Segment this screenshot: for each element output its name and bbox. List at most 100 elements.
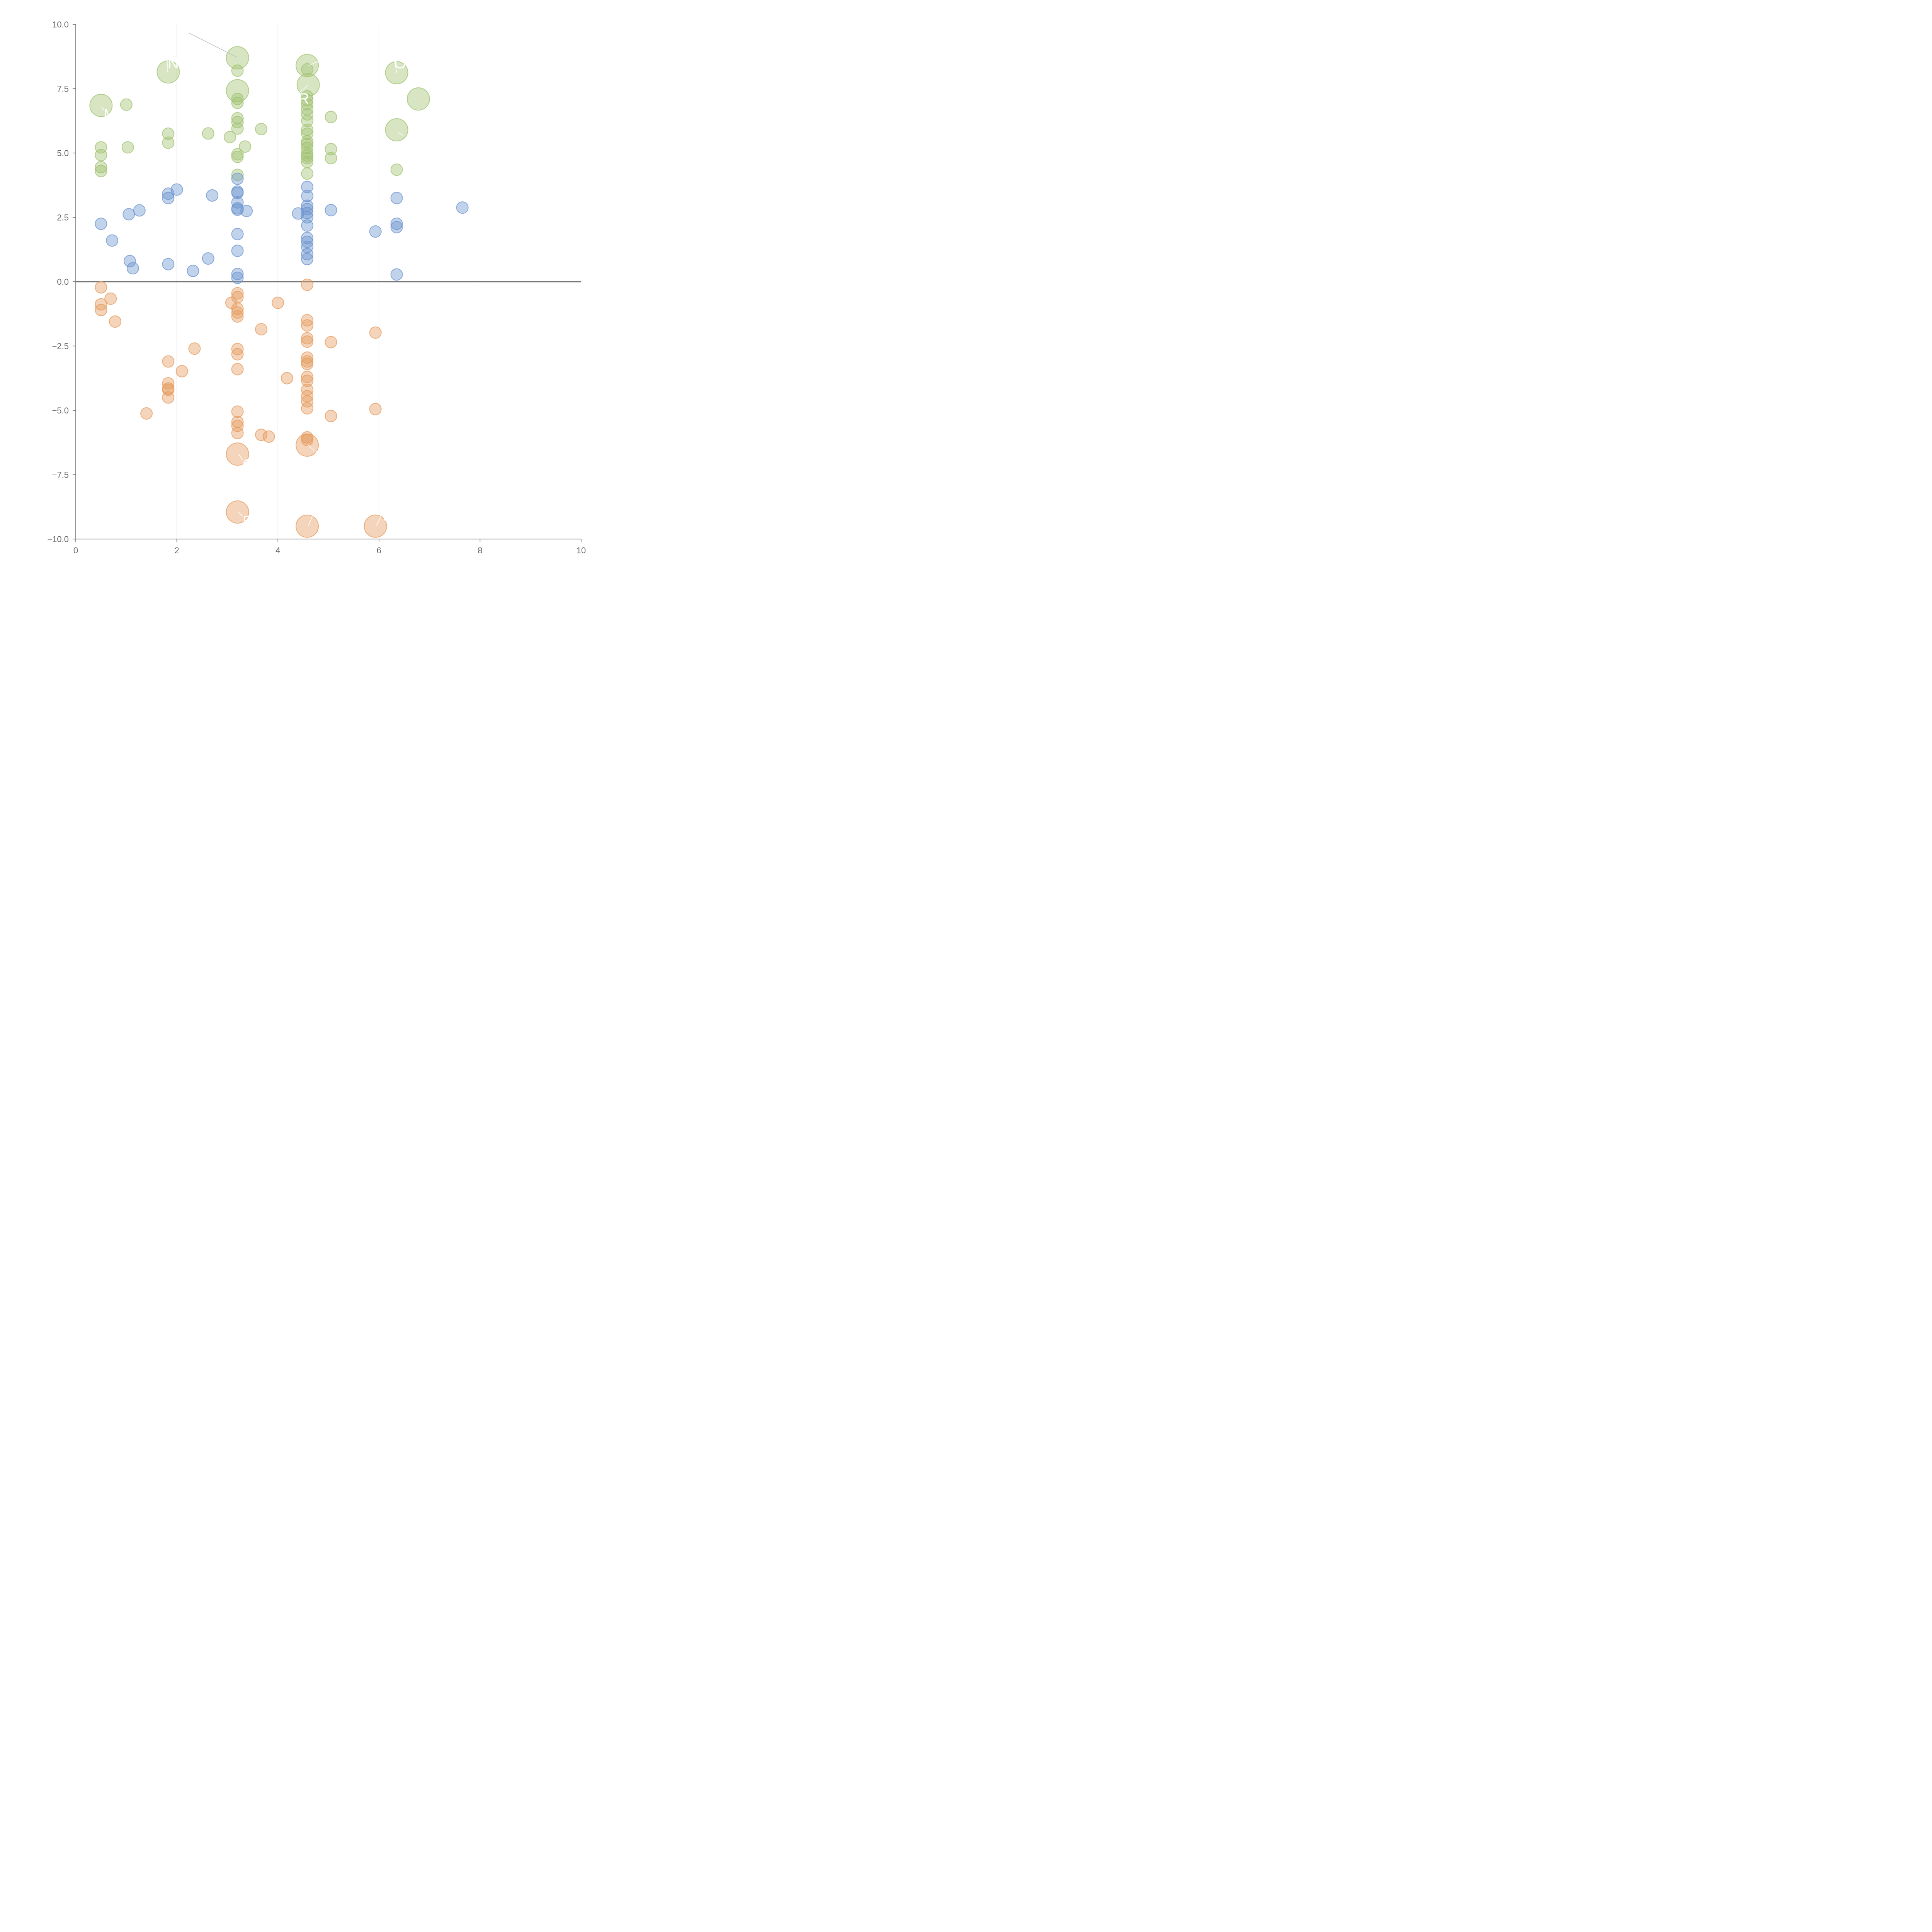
data-point-orange [262, 430, 275, 443]
annotation-label: S [383, 508, 393, 525]
data-point-orange [162, 391, 175, 404]
data-point-green [301, 156, 314, 168]
annotation-label: C [314, 447, 325, 464]
annotation-line [394, 58, 397, 73]
data-point-green [239, 140, 252, 153]
data-point-blue [301, 190, 314, 202]
y-tick-label: −10.0 [47, 534, 69, 544]
data-point-orange [104, 292, 117, 305]
data-point-green [231, 116, 244, 129]
data-point-orange [301, 374, 314, 387]
y-tick-label: −5.0 [52, 406, 69, 415]
data-point-blue [456, 201, 469, 214]
data-point-green [202, 127, 214, 140]
data-point-green [390, 163, 403, 176]
data-point-green [231, 122, 244, 135]
data-point-green [301, 94, 314, 107]
annotation-label: B [243, 513, 253, 530]
data-point-orange [301, 402, 314, 415]
data-point-green [255, 123, 268, 136]
x-tick-label: 6 [377, 546, 381, 555]
data-point-green [95, 149, 107, 162]
annotation-label: M [104, 106, 116, 123]
data-point-orange [231, 310, 244, 323]
annotation-line [238, 512, 243, 517]
data-point-orange [162, 355, 175, 368]
data-point-orange [301, 371, 314, 383]
scatter-chart: 0 2 4 6 8 10 10.0 7.5 5.0 2.5 0.0 −2.5 −5.0 −7.5 −10.0… [0, 0, 599, 599]
data-point-green [301, 152, 314, 165]
annotation-line [376, 511, 383, 527]
data-point-green [231, 150, 244, 163]
x-tick-label: 10 [577, 546, 586, 555]
data-point-orange [226, 500, 249, 524]
data-point-green [301, 98, 314, 111]
data-point-green [231, 97, 244, 109]
data-point-orange [301, 319, 314, 332]
data-point-blue [202, 252, 214, 265]
data-point-green [301, 108, 314, 121]
data-point-orange [325, 410, 337, 422]
data-point-blue [390, 192, 403, 204]
annotation-label: C [321, 56, 332, 73]
y-tick-label: −2.5 [52, 342, 69, 351]
data-point-blue [325, 204, 337, 216]
data-point-green [162, 128, 175, 140]
data-point-green [301, 149, 314, 162]
data-point-orange [188, 342, 201, 355]
data-point-blue [231, 203, 244, 216]
data-point-orange [231, 348, 244, 361]
data-point-blue [206, 189, 219, 202]
data-point-orange [109, 315, 122, 328]
data-point-blue [240, 204, 253, 217]
data-point-orange [301, 335, 314, 348]
data-point-green [231, 148, 244, 161]
data-point-green [95, 165, 107, 177]
data-point-orange [281, 372, 293, 384]
annotation-line [308, 445, 315, 451]
data-point-orange [162, 377, 175, 390]
data-point-orange [296, 514, 319, 538]
data-point-blue [301, 219, 314, 232]
annotation-line [308, 511, 315, 526]
tick-labels: 0 2 4 6 8 10 10.0 7.5 5.0 2.5 0.0 −2.5 −5.0 −7.5 −10.0 [47, 20, 586, 555]
data-point-green [325, 152, 337, 165]
annotation-line [309, 59, 321, 66]
data-point-blue [231, 187, 244, 199]
data-point-blue [123, 255, 136, 267]
data-point-orange [231, 363, 244, 376]
data-point-green [301, 167, 314, 180]
data-point-blue [231, 268, 244, 281]
data-point-blue [133, 204, 146, 217]
data-point-green [406, 87, 430, 111]
data-point-blue [231, 245, 244, 257]
data-point-blue [162, 258, 175, 270]
data-point-blue [390, 218, 403, 230]
data-point-orange [325, 336, 337, 349]
data-point-orange [231, 427, 244, 439]
data-point-blue [162, 192, 175, 204]
annotation-label: A [403, 132, 414, 149]
data-point-orange [140, 407, 153, 420]
data-point-blue [301, 241, 314, 253]
data-point-orange [364, 514, 387, 538]
data-point-orange [95, 304, 107, 316]
y-tick-label: 10.0 [52, 20, 69, 29]
data-point-green [231, 112, 244, 125]
data-point-green [156, 60, 180, 84]
data-point-green [226, 46, 249, 70]
data-point-blue [369, 225, 382, 238]
annotation-label: N [168, 55, 179, 72]
data-point-orange [255, 429, 268, 441]
data-point-orange [369, 403, 382, 415]
data-point-blue [301, 207, 314, 219]
data-point-blue [301, 231, 314, 244]
data-point-green [325, 143, 337, 156]
annotations: N C OM R M A C C B V S [102, 32, 419, 530]
data-point-orange [231, 291, 244, 303]
data-point-orange [175, 365, 188, 378]
y-tick-label: 0.0 [57, 277, 69, 287]
data-point-orange [231, 419, 244, 432]
data-point-orange [301, 351, 314, 364]
data-point-blue [187, 265, 199, 277]
